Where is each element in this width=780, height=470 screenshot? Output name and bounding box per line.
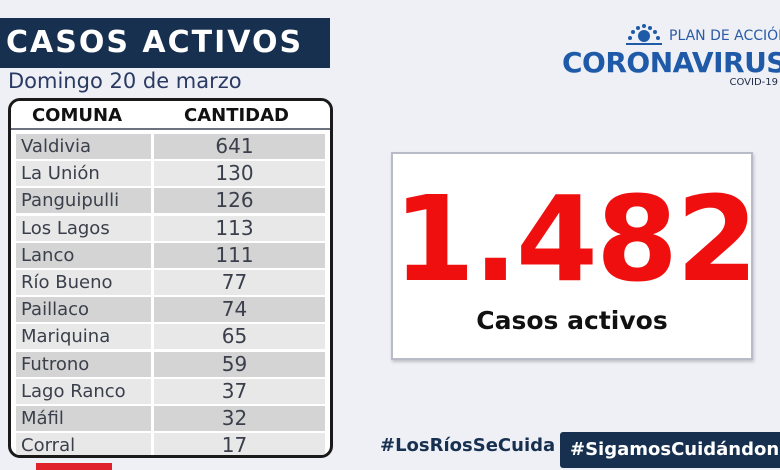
cantidad-cell: 113	[154, 215, 325, 241]
cantidad-cell: 111	[154, 242, 325, 268]
hashtag-los-rios: #LosRíosSeCuida	[380, 435, 556, 456]
comuna-cell: Máfil	[16, 405, 151, 431]
cantidad-cell: 17	[154, 433, 325, 455]
comuna-cell: Lago Ranco	[16, 378, 151, 404]
table-row: Futrono 59	[16, 351, 325, 377]
plan-logo: PLAN DE ACCIÓN CORONAVIRUS COVID-19	[562, 20, 780, 92]
cantidad-cell: 32	[154, 405, 325, 431]
table-row: Panguipulli 126	[16, 188, 325, 214]
table-row: Máfil 32	[16, 405, 325, 431]
cantidad-cell: 74	[154, 297, 325, 323]
table-row: Valdivia 641	[16, 134, 325, 159]
logo-covid-text: COVID-19	[729, 77, 778, 88]
table-row: Lanco 111	[16, 242, 325, 268]
table-row: Paillaco 74	[16, 297, 325, 323]
total-cases-panel: 1.482 Casos activos	[391, 152, 758, 360]
table-row: La Unión 130	[16, 161, 325, 187]
comuna-cell: Paillaco	[16, 297, 151, 323]
comuna-cell: Los Lagos	[16, 215, 151, 241]
cantidad-cell: 65	[154, 324, 325, 350]
total-cases-label: Casos activos	[476, 306, 668, 335]
table-row: Lago Ranco 37	[16, 378, 325, 404]
table-header: COMUNA CANTIDAD	[11, 101, 330, 130]
hashtag-sigamos: #SigamosCuidándonos	[560, 432, 780, 468]
cantidad-cell: 641	[154, 134, 325, 159]
comuna-cell: Mariquina	[16, 324, 151, 350]
comuna-cell: Corral	[16, 433, 151, 455]
comuna-cell: Panguipulli	[16, 188, 151, 214]
comuna-cell: Río Bueno	[16, 269, 151, 295]
comuna-cell: Futrono	[16, 351, 151, 377]
report-date: Domingo 20 de marzo	[8, 69, 242, 93]
column-header-comuna: COMUNA	[31, 105, 123, 126]
table-row: Corral 17	[16, 433, 325, 455]
cantidad-cell: 37	[154, 378, 325, 404]
logo-coronavirus-text: CORONAVIRUS	[562, 46, 780, 79]
cantidad-cell: 130	[154, 161, 325, 187]
comuna-cell: Lanco	[16, 242, 151, 268]
red-accent-strip	[36, 463, 112, 470]
cantidad-cell: 126	[154, 188, 325, 214]
total-cases-number: 1.482	[393, 170, 758, 308]
table-row: Los Lagos 113	[16, 215, 325, 241]
column-header-cantidad: CANTIDAD	[184, 105, 289, 126]
comuna-cell: Valdivia	[16, 134, 151, 159]
cantidad-cell: 77	[154, 269, 325, 295]
page-title: CASOS ACTIVOS	[0, 18, 330, 68]
table-body: Valdivia 641 La Unión 130 Panguipulli 126 Los …	[16, 134, 325, 455]
table-row: Río Bueno 77	[16, 269, 325, 295]
logo-plan-text: PLAN DE ACCIÓN	[669, 28, 780, 44]
cases-table: COMUNA CANTIDAD Valdivia 641 La Unión 130 Pa…	[8, 98, 333, 458]
table-row: Mariquina 65	[16, 324, 325, 350]
comuna-cell: La Unión	[16, 161, 151, 187]
government-emblem-icon	[626, 24, 662, 45]
cantidad-cell: 59	[154, 351, 325, 377]
